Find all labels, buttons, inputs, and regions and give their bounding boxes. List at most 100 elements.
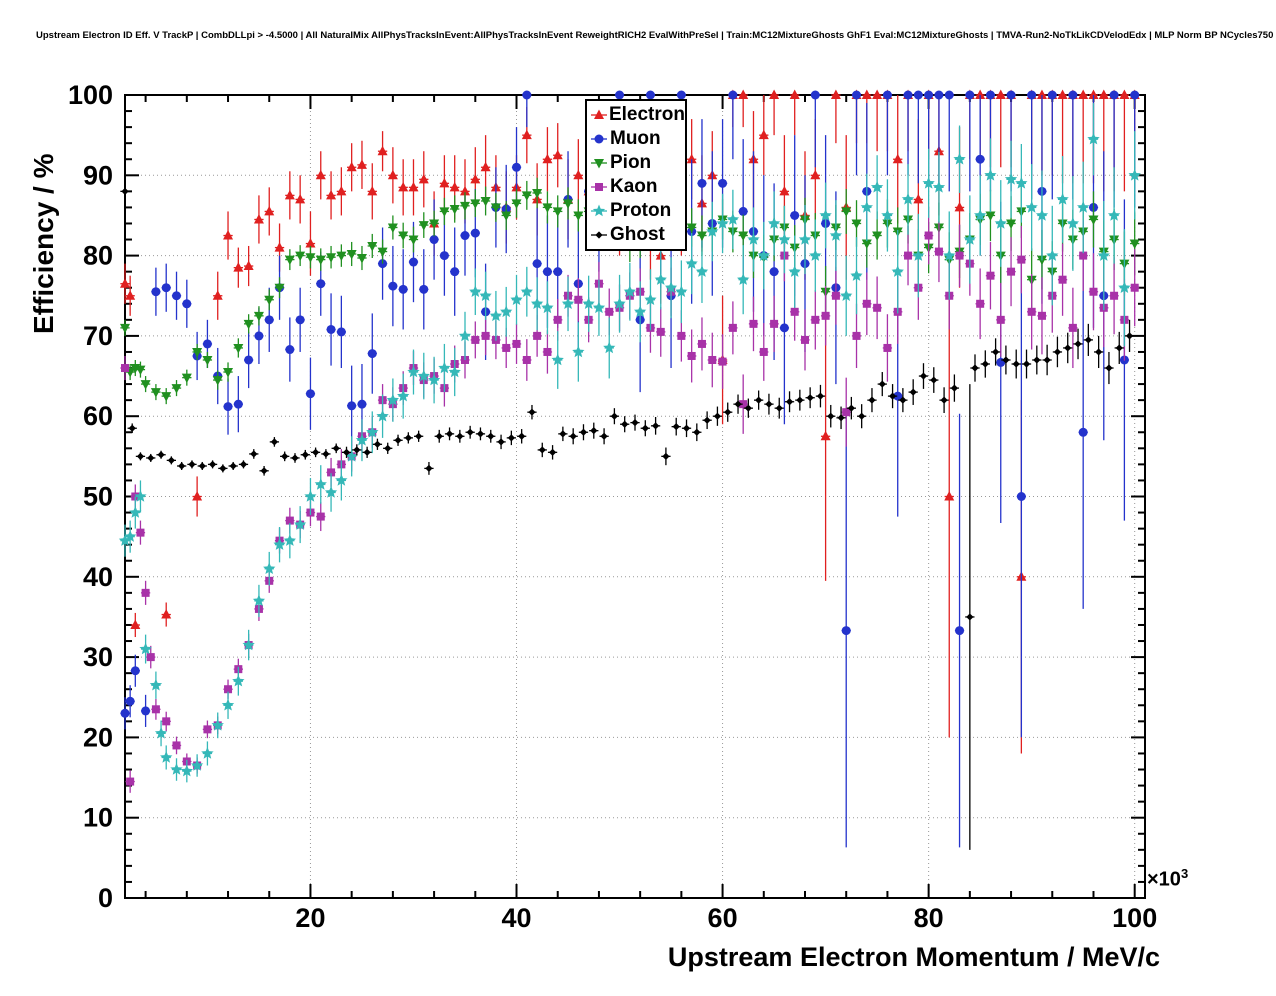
triangle-down-marker [336, 251, 347, 262]
square-marker [141, 588, 150, 597]
circle-marker [790, 210, 800, 220]
triangle-up-marker [408, 181, 419, 192]
circle-marker [151, 287, 161, 297]
circle-marker [470, 228, 480, 238]
star-marker [376, 409, 389, 422]
y-tick-label: 40 [83, 562, 113, 592]
diamond-marker [806, 394, 814, 402]
diamond-marker [435, 432, 443, 440]
square-marker [1027, 307, 1036, 316]
star-marker [634, 305, 647, 318]
star-marker [129, 506, 142, 518]
circle-marker [1027, 90, 1037, 100]
diamond-marker [1095, 348, 1103, 356]
diamond-marker [1115, 344, 1123, 352]
square-marker [471, 335, 480, 344]
star-marker [1128, 168, 1141, 181]
triangle-down-marker [511, 199, 522, 209]
diamond-marker [1125, 332, 1134, 340]
triangle-down-marker [439, 207, 450, 217]
triangle-down-marker [501, 211, 512, 221]
legend-entry-electron: Electron [589, 103, 685, 127]
triangle-down-marker [120, 323, 130, 334]
circle-marker [202, 339, 212, 349]
x-power-exponent: 3 [1180, 866, 1189, 881]
star-marker [263, 562, 276, 574]
triangle-down-marker [521, 191, 532, 201]
triangle-down-marker [851, 219, 862, 229]
circle-marker [450, 267, 460, 277]
star-marker [850, 269, 863, 281]
diamond-marker [128, 424, 136, 432]
star-marker [541, 301, 554, 314]
star-marker [407, 365, 420, 378]
diamond-marker [631, 419, 639, 427]
circle-marker [367, 349, 377, 359]
star-marker [160, 751, 173, 763]
y-tick-label: 30 [83, 642, 113, 672]
triangle-up-marker [253, 213, 264, 224]
triangle-up-marker [377, 145, 388, 156]
star-marker [314, 478, 327, 490]
diamond-marker [610, 412, 618, 420]
diamond-marker [1033, 356, 1041, 364]
diamond-marker [888, 392, 897, 400]
triangle-up-marker [161, 609, 172, 619]
circle-marker [1006, 90, 1016, 100]
star-marker [953, 152, 966, 165]
star-marker [324, 486, 338, 498]
square-marker [955, 251, 964, 260]
triangle-down-marker [686, 223, 697, 233]
triangle-up-marker [954, 201, 965, 212]
circle-marker [408, 257, 418, 267]
star-marker [901, 192, 915, 205]
circle-marker [264, 315, 274, 325]
square-marker [697, 339, 706, 348]
star-marker [551, 353, 564, 366]
triangle-up-marker [573, 169, 584, 180]
circle-marker [161, 283, 171, 293]
circle-marker [460, 231, 470, 241]
triangle-up-marker [861, 89, 872, 99]
diamond-marker [724, 408, 732, 416]
diamond-marker [136, 452, 145, 460]
diamond-marker [796, 396, 804, 404]
star-marker [170, 763, 183, 775]
diamond-marker [208, 460, 217, 468]
circle-marker [697, 178, 707, 188]
diamond-marker [579, 428, 588, 436]
square-marker [759, 347, 768, 356]
star-marker [695, 265, 709, 277]
triangle-down-marker [377, 247, 388, 258]
square-marker [1007, 267, 1016, 276]
diamond-marker [621, 420, 629, 428]
circle-marker [965, 90, 975, 100]
diamond-marker [528, 408, 536, 416]
triangle-up-marker [789, 89, 800, 99]
star-marker [829, 229, 843, 241]
star-marker [232, 674, 245, 687]
circle-marker [985, 90, 995, 100]
diamond-marker [966, 613, 974, 621]
triangle-up-marker [1057, 89, 1068, 99]
triangle-down-marker [470, 199, 481, 209]
square-marker [852, 331, 861, 340]
star-marker [840, 289, 853, 301]
triangle-down-marker [1129, 239, 1140, 250]
square-marker [1058, 275, 1067, 284]
y-tick-label: 0 [98, 883, 113, 913]
square-marker [146, 653, 155, 662]
star-marker [561, 297, 575, 309]
square-marker [285, 516, 294, 525]
diamond-marker [167, 456, 175, 464]
y-tick-label: 80 [83, 241, 113, 271]
triangle-down-marker [480, 196, 491, 207]
star-marker [242, 638, 255, 651]
diamond-marker [476, 430, 485, 438]
diamond-marker [281, 452, 289, 460]
square-marker [543, 347, 552, 356]
triangle-up-marker [1036, 89, 1047, 99]
triangle-up-marker [439, 177, 450, 188]
square-marker [502, 343, 511, 352]
square-marker [224, 685, 233, 694]
